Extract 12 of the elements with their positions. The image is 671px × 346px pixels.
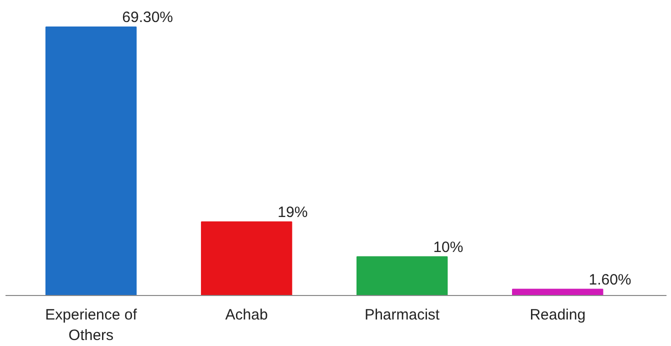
data-label: 10% <box>433 238 464 256</box>
bar <box>512 288 604 296</box>
bar <box>45 26 137 296</box>
x-tick-label: Reading <box>530 306 586 324</box>
data-label: 69.30% <box>122 8 174 26</box>
x-tick-label: Achab <box>225 306 268 324</box>
data-label: 1.60% <box>588 271 632 288</box>
bar <box>356 256 448 296</box>
bar <box>200 221 292 296</box>
x-tick-label: Pharmacist <box>364 306 440 324</box>
data-label: 19% <box>278 204 308 221</box>
x-tick-label: Experience of Others <box>45 306 138 344</box>
